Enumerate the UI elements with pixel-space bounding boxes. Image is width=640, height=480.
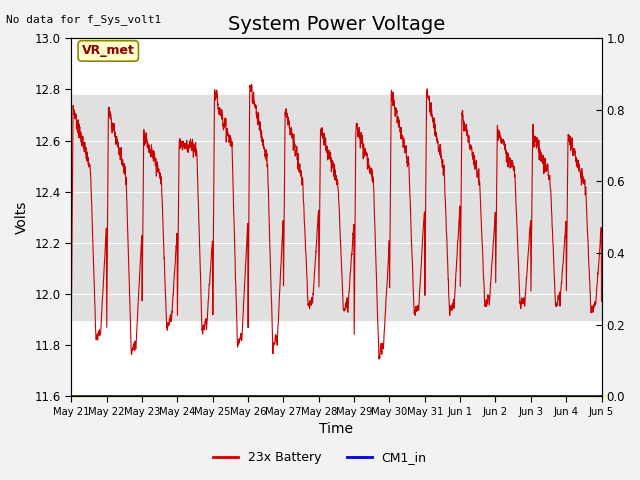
Title: System Power Voltage: System Power Voltage	[228, 15, 445, 34]
Bar	[71, 95, 602, 320]
Text: VR_met: VR_met	[82, 45, 134, 58]
Text: No data for f_Sys_volt1: No data for f_Sys_volt1	[6, 14, 162, 25]
Y-axis label: Volts: Volts	[15, 201, 29, 234]
Legend: 23x Battery, CM1_in: 23x Battery, CM1_in	[208, 446, 432, 469]
X-axis label: Time: Time	[319, 422, 353, 436]
